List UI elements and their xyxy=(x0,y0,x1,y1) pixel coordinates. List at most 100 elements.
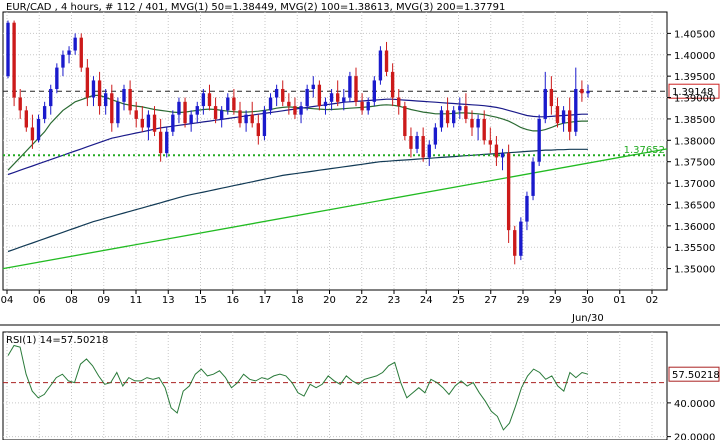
candle-down xyxy=(152,114,157,132)
candle-up xyxy=(452,110,456,124)
chart-title: EUR/CAD , 4 hours, # 112 / 401, MVG(1) 5… xyxy=(6,2,505,13)
x-tick-label: 16 xyxy=(226,295,239,306)
candle-up xyxy=(165,131,169,154)
rsi-value-box xyxy=(668,366,720,382)
candle-up xyxy=(348,76,352,98)
candle-up xyxy=(519,221,523,256)
candle-up xyxy=(415,136,419,149)
candle-down xyxy=(293,106,297,115)
candle-up xyxy=(177,101,181,115)
x-tick-label: 18 xyxy=(291,295,304,306)
x-tick-label: 01 xyxy=(613,295,626,306)
candle-down xyxy=(580,88,584,94)
rsi-title: RSI(1) 14=57.50218 xyxy=(6,335,108,346)
candle-up xyxy=(586,91,590,94)
candle-down xyxy=(250,114,254,124)
candle-down xyxy=(18,97,22,111)
candle-down xyxy=(360,101,364,111)
x-tick-label: 29 xyxy=(549,295,562,306)
rsi-group: 40.0000 20.0000 57.50218 xyxy=(3,344,720,440)
candle-down xyxy=(30,127,35,141)
trendline xyxy=(2,148,668,270)
candle-down xyxy=(568,110,572,132)
y-tick-label: 1.40500 xyxy=(674,29,715,40)
candle-down xyxy=(403,106,407,137)
candle-up xyxy=(537,118,541,162)
x-sub-label: Jun/30 xyxy=(571,313,604,324)
candle-down xyxy=(555,106,560,124)
candle-down xyxy=(287,101,291,107)
candle-up xyxy=(49,88,53,107)
y-tick-label: 1.38000 xyxy=(674,136,715,147)
rsi-panel-frame xyxy=(2,331,668,440)
support-line-label: 1.37652 xyxy=(624,145,665,156)
candle-down xyxy=(317,84,322,107)
candle-down xyxy=(12,22,16,98)
candle-down xyxy=(281,88,285,102)
candle-down xyxy=(390,71,395,98)
candle-up xyxy=(116,101,120,124)
price-label: 1.39148 xyxy=(672,87,713,98)
candle-up xyxy=(299,106,303,115)
x-tick-label: 25 xyxy=(452,295,465,306)
candle-down xyxy=(470,118,474,128)
candle-down xyxy=(506,153,511,231)
x-tick-label: 06 xyxy=(33,295,46,306)
y-tick-label: 1.35500 xyxy=(674,243,715,254)
x-tick-label: 20 xyxy=(323,295,336,306)
candle-up xyxy=(226,97,230,111)
x-tick-label: 09 xyxy=(97,295,110,306)
candle-up xyxy=(323,101,328,107)
horizontal-lines: 1.37652 1.39148 xyxy=(3,83,720,157)
candle-down xyxy=(183,101,187,124)
candle-up xyxy=(531,161,535,196)
candle-down xyxy=(494,144,499,158)
y-tick-label: 1.40000 xyxy=(674,51,715,62)
candle-down xyxy=(85,67,90,98)
x-tick-label: 29 xyxy=(517,295,530,306)
candle-up xyxy=(146,114,151,128)
candle-up xyxy=(543,88,547,119)
candle-up xyxy=(268,97,273,111)
candle-up xyxy=(378,50,383,81)
x-tick-label: 17 xyxy=(259,295,272,306)
candle-down xyxy=(256,123,260,137)
candle-down xyxy=(232,97,236,111)
candle-up xyxy=(220,110,224,119)
candle-up xyxy=(195,106,199,115)
rsi-line xyxy=(7,344,589,431)
candle-up xyxy=(244,114,248,124)
candle-down xyxy=(421,136,425,158)
candle-up xyxy=(55,67,59,89)
ma-line-3 xyxy=(7,148,588,253)
candle-up xyxy=(274,88,279,98)
candle-down xyxy=(207,93,212,107)
candle-up xyxy=(427,144,431,158)
candles xyxy=(6,20,590,265)
rsi-y-tick-label: 20.0000 xyxy=(674,433,715,440)
candle-down xyxy=(513,230,517,256)
candle-down xyxy=(397,97,401,107)
candle-up xyxy=(189,114,193,124)
y-tick-label: 1.37500 xyxy=(674,158,715,169)
candle-up xyxy=(262,110,267,137)
x-tick-label: 15 xyxy=(194,295,207,306)
candle-up xyxy=(458,106,462,111)
candle-up xyxy=(366,101,370,111)
candle-up xyxy=(476,118,480,128)
candle-up xyxy=(201,93,206,107)
candle-up xyxy=(36,118,41,141)
x-tick-label: 04 xyxy=(1,295,14,306)
candle-down xyxy=(79,37,83,68)
candle-up xyxy=(122,88,126,102)
candle-up xyxy=(311,84,315,89)
candle-down xyxy=(158,131,163,154)
candle-down xyxy=(24,110,28,128)
candle-down xyxy=(134,110,138,119)
trendline-group xyxy=(2,148,668,270)
y-tick-label: 1.35000 xyxy=(674,265,715,276)
x-tick-label: 23 xyxy=(388,295,401,306)
x-tick-label: 02 xyxy=(646,295,659,306)
candle-up xyxy=(42,106,47,119)
ma-line-2 xyxy=(7,98,588,176)
